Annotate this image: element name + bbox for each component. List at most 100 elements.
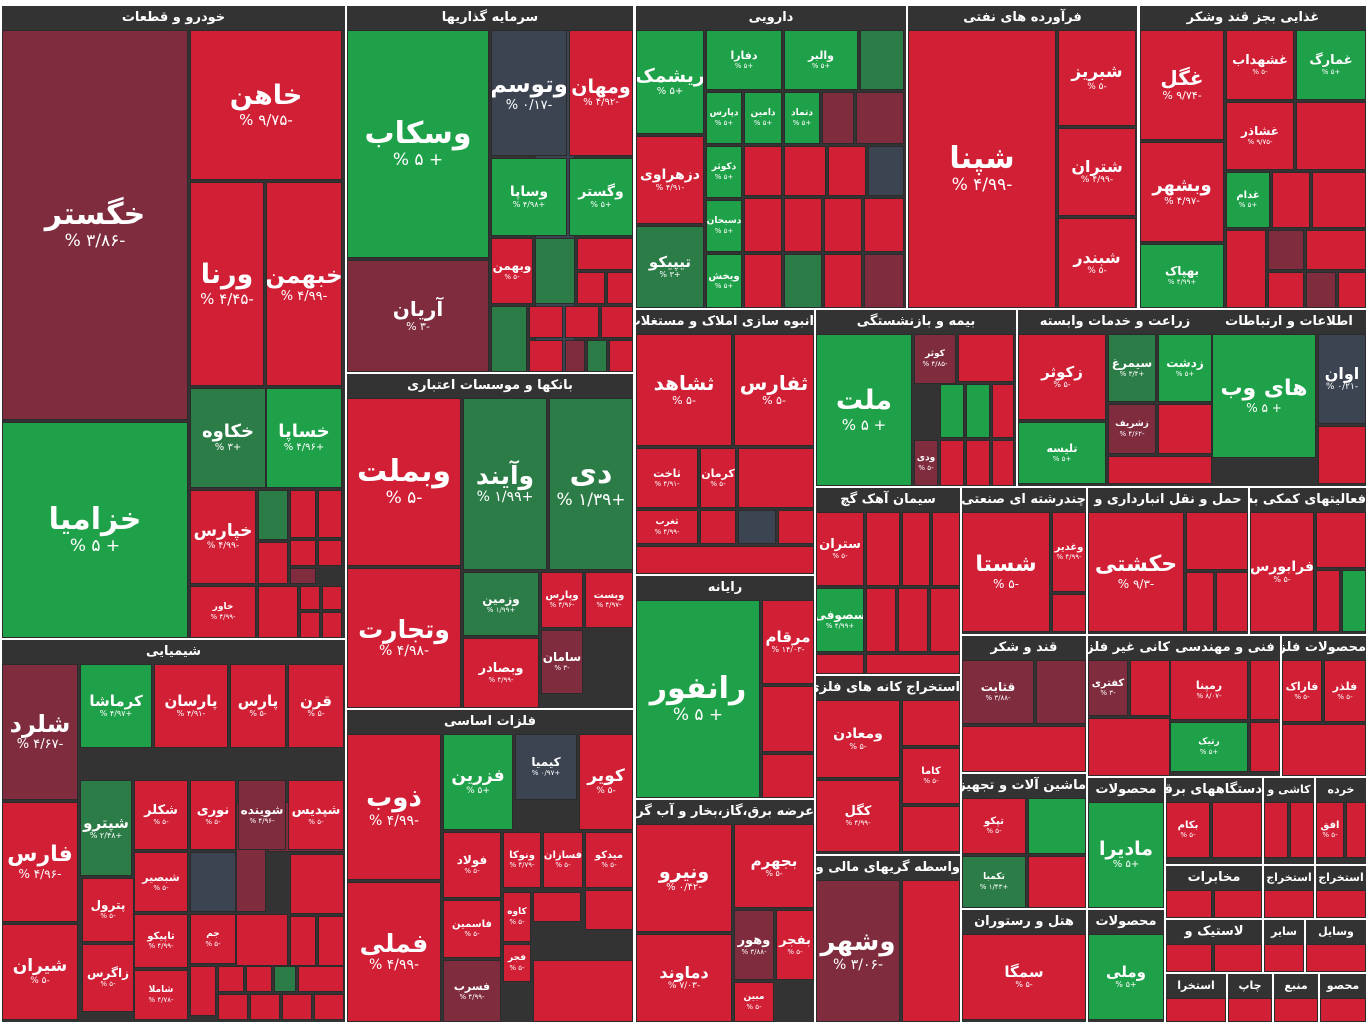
stock-tile[interactable]: دکوثر +۵ % (706, 146, 742, 198)
filler-tile[interactable] (1250, 660, 1280, 720)
filler-tile[interactable] (318, 540, 342, 566)
stock-tile[interactable]: زکوثر -۵ % (1018, 334, 1106, 420)
stock-tile[interactable]: رانفور + ۵ % (636, 600, 760, 798)
stock-tile[interactable]: دسبحان +۵ % (706, 200, 742, 252)
stock-tile[interactable]: وپارس -۴/۹۶ % (541, 572, 583, 628)
stock-tile[interactable]: ریشمک +۵ % (636, 30, 704, 134)
filler-tile[interactable] (784, 146, 826, 196)
stock-tile[interactable]: فارس -۴/۹۶ % (2, 802, 78, 922)
stock-tile[interactable]: خبهمن -۴/۹۹ % (266, 182, 342, 386)
filler-tile[interactable] (1296, 102, 1366, 170)
stock-tile[interactable]: کیمیا +۰/۹۷ % (515, 734, 577, 800)
stock-tile[interactable]: شاملا -۴/۷۸ % (134, 970, 188, 1020)
filler-tile[interactable] (940, 384, 964, 438)
stock-tile[interactable]: پارسان -۴/۹۱ % (154, 664, 228, 748)
filler-tile[interactable] (1306, 272, 1336, 308)
filler-tile[interactable] (864, 198, 904, 252)
stock-tile[interactable]: کاوه -۵ % (503, 892, 531, 942)
filler-tile[interactable] (1186, 572, 1214, 632)
filler-tile[interactable] (290, 854, 344, 914)
stock-tile[interactable]: مبین -۵ % (734, 982, 774, 1022)
filler-tile[interactable] (1338, 272, 1366, 308)
filler-tile[interactable] (565, 306, 599, 338)
stock-tile[interactable]: رتیک +۵ % (1170, 722, 1248, 772)
stock-tile[interactable]: خاور -۴/۹۹ % (190, 586, 256, 638)
filler-tile[interactable] (932, 512, 960, 586)
filler-tile[interactable] (962, 726, 1086, 772)
stock-tile[interactable]: فزرین +۵ % (443, 734, 513, 830)
stock-tile[interactable]: سامان -۳ % (541, 630, 583, 694)
stock-tile[interactable]: فملی -۴/۹۹ % (347, 882, 441, 1022)
stock-tile[interactable]: وتوسم -۰/۱۷ % (491, 30, 567, 156)
stock-tile[interactable]: ثغرب -۴/۹۹ % (636, 510, 698, 544)
filler-tile[interactable] (587, 340, 607, 372)
stock-tile[interactable]: وزمین +۱/۹۹ % (463, 572, 539, 636)
filler-tile[interactable] (601, 306, 633, 338)
stock-tile[interactable]: کرمان -۵ % (700, 448, 736, 508)
stock-tile[interactable]: شپترو +۲/۴۸ % (80, 780, 132, 876)
filler-tile[interactable] (1312, 172, 1366, 228)
stock-tile[interactable]: رمپنا -۸/۰۷ % (1170, 660, 1248, 720)
filler-tile[interactable] (1214, 944, 1262, 972)
filler-tile[interactable] (822, 92, 854, 144)
filler-tile[interactable] (738, 448, 814, 508)
stock-tile[interactable]: دامین +۵ % (744, 92, 782, 144)
filler-tile[interactable] (966, 384, 990, 438)
filler-tile[interactable] (866, 654, 960, 674)
filler-tile[interactable] (290, 490, 316, 538)
stock-tile[interactable]: زدشت +۵ % (1158, 334, 1212, 402)
stock-tile[interactable]: والبر +۵ % (784, 30, 858, 90)
filler-tile[interactable] (533, 960, 633, 1022)
filler-tile[interactable] (762, 754, 814, 798)
stock-tile[interactable]: وهور -۳/۸۸ % (734, 910, 774, 980)
stock-tile[interactable]: خزامیا + ۵ % (2, 422, 188, 638)
stock-tile[interactable]: تیپیکو +۳ % (636, 226, 704, 308)
filler-tile[interactable] (258, 490, 288, 540)
stock-tile[interactable]: بفجر -۵ % (776, 910, 814, 980)
stock-tile[interactable]: بهپاک +۴/۹۹ % (1140, 244, 1224, 308)
stock-tile[interactable]: پترول -۵ % (82, 878, 134, 942)
filler-tile[interactable] (1226, 230, 1266, 308)
filler-tile[interactable] (902, 512, 930, 586)
stock-tile[interactable]: سصوفی +۴/۹۹ % (816, 588, 864, 652)
filler-tile[interactable] (300, 612, 320, 638)
filler-tile[interactable] (1282, 724, 1366, 776)
stock-tile[interactable]: وملی +۵ % (1088, 934, 1164, 1020)
filler-tile[interactable] (314, 994, 344, 1020)
stock-tile[interactable]: خکاوه +۳ % (190, 388, 266, 488)
filler-tile[interactable] (190, 852, 236, 912)
stock-tile[interactable]: فاراک -۵ % (1282, 660, 1322, 722)
filler-tile[interactable] (1088, 718, 1170, 776)
stock-tile[interactable]: شیران -۵ % (2, 924, 78, 1020)
stock-tile[interactable]: فرابورس -۵ % (1250, 512, 1314, 632)
filler-tile[interactable] (1268, 272, 1304, 308)
stock-tile[interactable]: کاما -۵ % (902, 748, 960, 804)
filler-tile[interactable] (607, 272, 633, 304)
stock-tile[interactable]: شلرد -۴/۶۷ % (2, 664, 78, 800)
stock-tile[interactable]: دی +۱/۳۹ % (549, 398, 633, 570)
stock-tile[interactable]: ویخش +۵ % (706, 254, 742, 308)
filler-tile[interactable] (636, 546, 814, 574)
filler-tile[interactable] (258, 586, 298, 638)
stock-tile[interactable]: زاگرس -۵ % (82, 944, 134, 1012)
stock-tile[interactable]: خاهن -۹/۷۵ % (190, 30, 342, 180)
stock-tile[interactable]: فسازان -۵ % (543, 832, 583, 888)
filler-tile[interactable] (856, 92, 904, 144)
stock-tile[interactable]: بجهرم -۵ % (734, 824, 814, 908)
filler-tile[interactable] (290, 540, 316, 566)
filler-tile[interactable] (700, 510, 736, 544)
filler-tile[interactable] (778, 510, 814, 544)
filler-tile[interactable] (246, 966, 272, 992)
filler-tile[interactable] (992, 384, 1014, 438)
stock-tile[interactable]: کگل -۴/۹۹ % (816, 780, 900, 852)
filler-tile[interactable] (866, 512, 900, 586)
filler-tile[interactable] (992, 440, 1014, 486)
stock-tile[interactable]: میدکو -۵ % (585, 832, 633, 888)
stock-tile[interactable]: زشریف -۴/۶۲ % (1108, 404, 1156, 454)
filler-tile[interactable] (218, 994, 248, 1020)
filler-tile[interactable] (1108, 456, 1212, 484)
filler-tile[interactable] (868, 146, 904, 196)
filler-tile[interactable] (1306, 230, 1366, 270)
filler-tile[interactable] (250, 994, 280, 1020)
stock-tile[interactable]: غمارگ +۵ % (1296, 30, 1366, 100)
